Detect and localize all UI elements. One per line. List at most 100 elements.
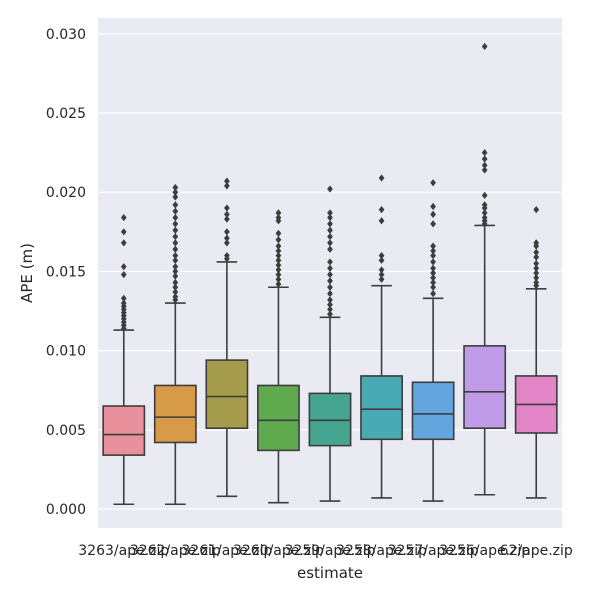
box-iqr xyxy=(257,384,300,452)
outlier-point xyxy=(172,263,179,271)
box-group-1 xyxy=(102,213,146,506)
x-tick-label: 3258/ape.zip xyxy=(336,543,427,559)
outlier-point xyxy=(172,288,179,296)
outlier-point xyxy=(533,264,540,272)
outlier-point xyxy=(172,183,179,192)
outlier-point xyxy=(378,174,385,182)
box-group-2 xyxy=(153,183,197,506)
box-iqr xyxy=(360,375,403,441)
outlier-point xyxy=(120,270,127,279)
outlier-point xyxy=(481,191,488,199)
box-iqr xyxy=(205,359,249,430)
outlier-point xyxy=(533,248,540,257)
outlier-point xyxy=(172,267,179,276)
outlier-point xyxy=(224,177,230,185)
box-iqr xyxy=(411,381,455,441)
box-iqr xyxy=(153,384,197,444)
outlier-point xyxy=(275,213,282,222)
outlier-point xyxy=(275,256,282,264)
box-iqr xyxy=(463,345,507,430)
x-axis-label: estimate xyxy=(297,564,363,582)
box-iqr xyxy=(102,405,146,456)
outlier-point xyxy=(430,210,436,218)
outlier-point xyxy=(172,293,179,301)
x-tick-label: 3263/ape.zip xyxy=(78,543,169,559)
outlier-point xyxy=(378,266,385,274)
outlier-point xyxy=(327,226,333,234)
x-tick-label: 3257/ape.zip xyxy=(388,543,479,559)
outlier-point xyxy=(481,201,488,209)
outlier-point xyxy=(481,213,488,222)
outlier-point xyxy=(327,213,333,222)
outlier-point xyxy=(172,207,179,215)
outlier-point xyxy=(172,278,179,287)
outlier-point xyxy=(430,289,436,298)
outlier-point xyxy=(327,185,333,193)
outlier-point xyxy=(327,220,333,228)
outlier-point xyxy=(327,277,333,285)
box-group-4 xyxy=(257,209,300,504)
outlier-point xyxy=(481,155,488,163)
outlier-point xyxy=(327,258,333,266)
outlier-point xyxy=(275,261,282,269)
y-tick-label: 0.005 xyxy=(46,423,86,439)
outlier-point xyxy=(378,251,385,260)
outlier-point xyxy=(120,299,127,307)
outlier-point xyxy=(224,228,230,236)
x-tick-labels: 3263/ape.zip3262/ape.zip3261/ape.zip3260… xyxy=(78,543,573,559)
outlier-point xyxy=(533,259,540,268)
outlier-point xyxy=(275,247,282,255)
outlier-point xyxy=(275,236,282,244)
outlier-point xyxy=(224,182,230,190)
outlier-point xyxy=(172,256,179,264)
x-tick-label: 3259/ape.zip xyxy=(285,543,376,559)
outlier-point xyxy=(224,251,230,260)
outlier-point xyxy=(172,213,179,222)
outlier-point xyxy=(327,239,333,247)
box-group-8 xyxy=(463,42,507,496)
x-tick-label: 3261/ape.zip xyxy=(181,543,272,559)
outlier-point xyxy=(378,217,385,225)
outlier-point xyxy=(533,253,540,261)
outlier-point xyxy=(327,310,333,318)
outlier-point xyxy=(481,42,488,51)
outlier-point xyxy=(172,232,179,241)
outlier-point xyxy=(378,275,385,283)
outlier-point xyxy=(224,204,230,212)
outlier-point xyxy=(120,294,127,302)
outlier-point xyxy=(533,274,540,282)
outlier-point xyxy=(327,264,333,272)
outlier-point xyxy=(275,280,282,288)
outlier-point xyxy=(533,239,540,247)
outlier-point xyxy=(275,242,282,250)
outlier-point xyxy=(430,251,436,260)
outlier-point xyxy=(224,239,230,247)
outlier-point xyxy=(172,245,179,253)
outlier-point xyxy=(172,193,179,201)
outlier-point xyxy=(533,269,540,277)
outlier-point xyxy=(533,278,540,287)
y-tick-label: 0.015 xyxy=(46,264,86,280)
y-tick-label: 0.000 xyxy=(46,502,86,518)
y-axis-label: APE (m) xyxy=(18,243,36,303)
outlier-point xyxy=(430,242,436,250)
outlier-point xyxy=(120,228,127,236)
outlier-point xyxy=(378,270,385,279)
x-tick-label: 62/ape.zip xyxy=(500,543,573,559)
outlier-point xyxy=(481,161,488,169)
outlier-point xyxy=(224,210,230,218)
box-group-9 xyxy=(514,206,558,499)
outlier-point xyxy=(378,206,385,214)
outlier-point xyxy=(378,256,385,264)
outlier-point xyxy=(275,209,282,217)
outlier-point xyxy=(275,251,282,260)
outlier-point xyxy=(327,245,333,253)
outlier-point xyxy=(172,283,179,291)
outlier-point xyxy=(172,239,179,247)
outlier-point xyxy=(327,209,333,217)
y-tick-label: 0.025 xyxy=(46,106,86,122)
x-tick-label: 3256/ape.zip xyxy=(439,543,530,559)
outlier-point xyxy=(481,166,488,174)
